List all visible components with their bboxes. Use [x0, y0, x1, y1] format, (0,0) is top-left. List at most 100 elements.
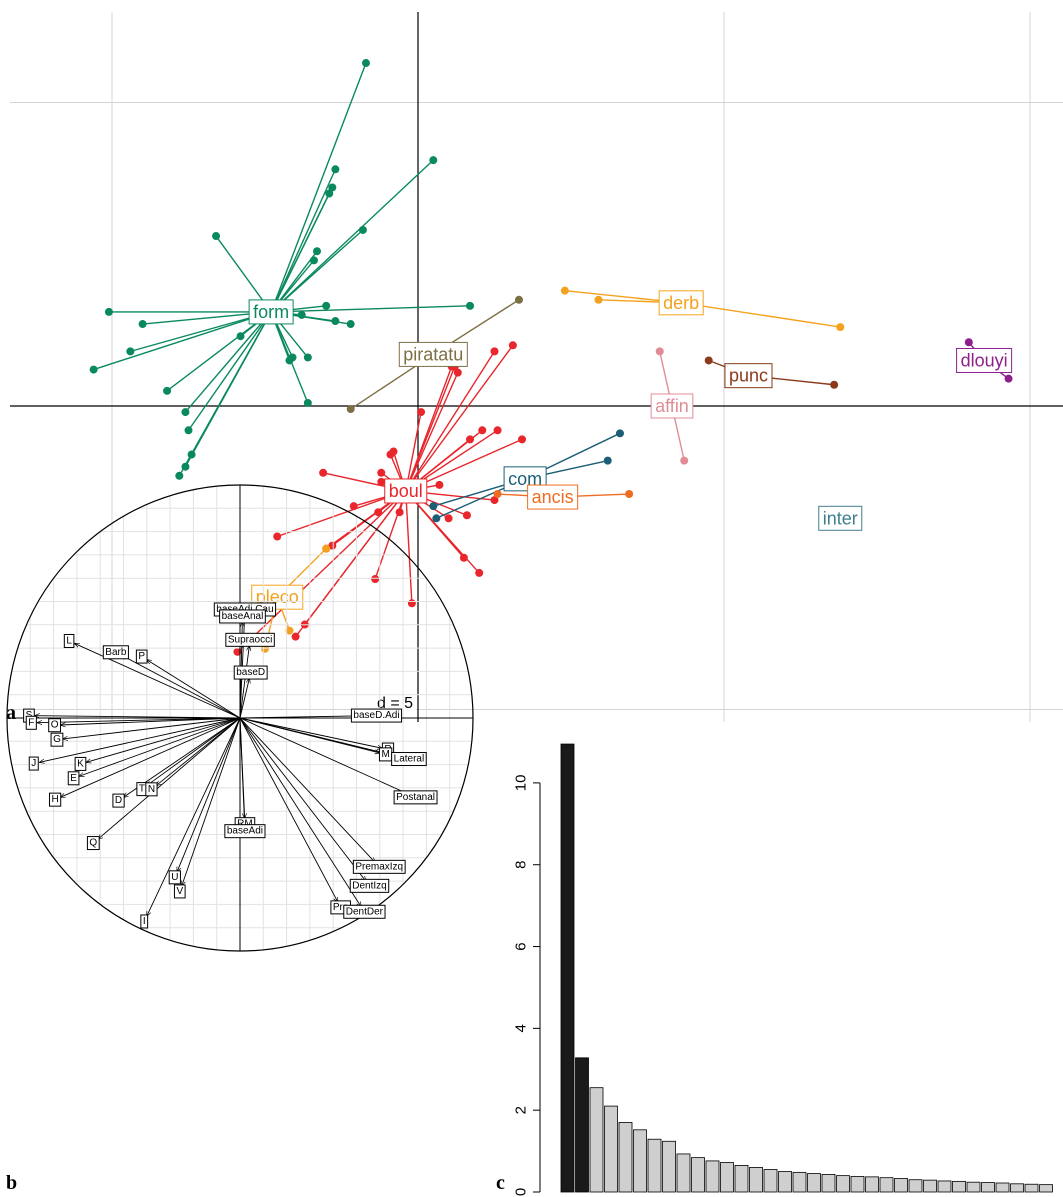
bar — [807, 1173, 821, 1193]
point-boul — [417, 408, 426, 417]
point-form — [138, 320, 147, 329]
group-label-pleco-text: pleco — [256, 587, 299, 607]
correlation-circle — [6, 484, 474, 952]
star-line-derb — [681, 302, 841, 328]
vector-label-S-text: S — [26, 710, 33, 721]
point-boul — [291, 632, 300, 641]
y-tick-label: 10 — [513, 775, 530, 792]
bar — [981, 1182, 995, 1193]
star-line-form — [93, 311, 272, 371]
vector-label-P: P — [135, 649, 148, 664]
bar — [676, 1153, 691, 1193]
point-form — [212, 232, 221, 241]
vector-arrow-Barb — [121, 655, 241, 719]
vector-label-baseAdi: baseAdi — [224, 824, 266, 839]
vector-arrow-T — [147, 717, 241, 786]
vector-label-L-box — [63, 633, 75, 648]
point-derb — [560, 286, 569, 295]
point-form — [175, 471, 184, 480]
panel-a-scatter: d = 5 form piratatu derb dlouyi punc affin boul… — [10, 12, 1063, 722]
vector-label-N-text: N — [148, 784, 155, 795]
vector-arrow-F — [37, 717, 241, 723]
vector-label-Postanal-box — [393, 790, 438, 805]
bar — [865, 1176, 879, 1193]
vector-arrow-baseD — [239, 678, 249, 719]
vector-label-D-box — [112, 793, 125, 808]
vector-label-H-text: H — [51, 794, 58, 805]
group-label-inter-text: inter — [823, 508, 858, 528]
vector-label-baseAdi-box — [224, 824, 266, 839]
y-tick-label: 2 — [513, 1106, 530, 1114]
group-label-com-text: com — [508, 469, 542, 489]
vector-label-baseD-box — [233, 665, 268, 680]
group-label-inter-box — [818, 505, 863, 531]
point-boul — [490, 496, 499, 505]
vector-label-O-text: O — [51, 720, 59, 731]
point-form — [89, 365, 98, 374]
bar — [850, 1176, 865, 1193]
point-form — [466, 301, 475, 310]
group-label-dlouyi: dlouyi — [956, 347, 1013, 373]
group-label-dlouyi-box — [956, 347, 1013, 373]
bar — [618, 1122, 633, 1193]
vector-label-Q-text: Q — [89, 838, 97, 849]
point-derb — [594, 295, 603, 304]
vector-label-G-box — [50, 732, 64, 747]
group-label-piratatu-text: piratatu — [403, 344, 463, 364]
vector-label-J-box — [28, 756, 39, 771]
star-line-boul — [405, 372, 459, 492]
vector-label-Barb: Barb — [102, 645, 129, 660]
star-line-boul — [405, 411, 422, 492]
vector-label-baseAdi-text: baseAdi — [227, 826, 263, 837]
bar — [662, 1140, 676, 1193]
point-form — [187, 450, 196, 459]
star-line-form — [271, 305, 471, 313]
point-boul — [435, 480, 444, 489]
point-form — [325, 189, 334, 198]
vector-label-K-box — [74, 756, 87, 771]
point-com — [432, 514, 441, 523]
point-boul — [374, 508, 383, 517]
bar — [647, 1138, 662, 1193]
group-label-ancis: ancis — [527, 484, 579, 510]
vector-label-baseAnal: baseAnal — [219, 609, 266, 624]
vector-arrow-baseAdi — [239, 717, 245, 825]
vector-arrow-E — [79, 717, 241, 776]
point-com — [429, 502, 438, 511]
bar — [763, 1169, 778, 1193]
bar — [778, 1171, 792, 1193]
point-boul — [466, 435, 475, 444]
point-form — [361, 59, 370, 68]
bar — [792, 1171, 807, 1193]
vector-label-J: J — [28, 756, 39, 771]
group-label-ancis-text: ancis — [532, 487, 574, 507]
bar — [1039, 1184, 1053, 1193]
bar — [633, 1129, 647, 1193]
bar — [894, 1178, 908, 1193]
vector-label-Supraocci-text: Supraocci — [228, 634, 272, 645]
point-form — [303, 353, 312, 362]
vector-label-Postanal-text: Postanal — [396, 792, 435, 803]
bar — [923, 1179, 937, 1193]
vector-label-Supraocci: Supraocci — [225, 632, 275, 647]
vector-label-N-box — [145, 782, 158, 797]
vector-label-J-text: J — [31, 758, 36, 769]
vector-label-L: L — [63, 633, 75, 648]
vector-label-baseD.Adi: baseD.Adi — [350, 708, 403, 723]
group-label-affin-box — [650, 393, 694, 419]
star-line-form — [270, 168, 337, 313]
star-line-form — [270, 193, 330, 313]
point-dlouyi — [1004, 374, 1013, 383]
star-line-form — [270, 159, 434, 313]
point-form — [429, 156, 438, 165]
vector-label-P-text: P — [138, 651, 145, 662]
vector-arrow-DentIzq — [239, 717, 366, 881]
vector-label-Barb-box — [102, 645, 129, 660]
vector-label-L-text: L — [66, 635, 72, 646]
bar — [908, 1179, 923, 1193]
group-label-punc-box — [724, 363, 773, 389]
vector-label-K: K — [74, 756, 87, 771]
vector-label-F-text: F — [28, 717, 34, 728]
bar — [749, 1167, 763, 1193]
group-label-derb-box — [658, 290, 704, 316]
